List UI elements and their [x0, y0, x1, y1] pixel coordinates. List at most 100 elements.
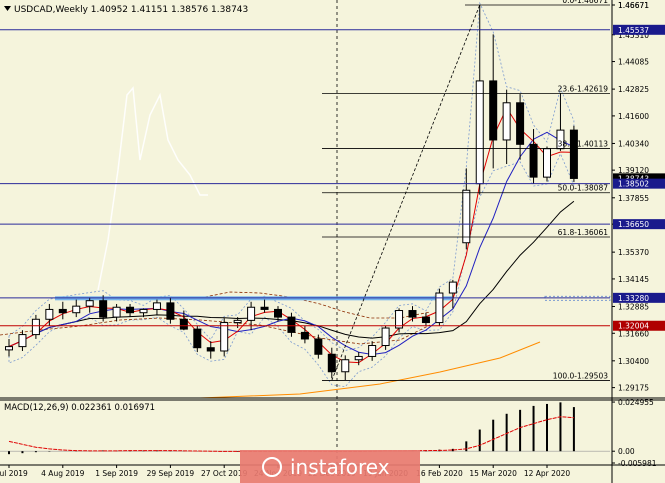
price-tick-label: 1.44085 — [618, 58, 649, 67]
candle-body — [220, 322, 229, 352]
time-tick-label: 16 Feb 2020 — [416, 469, 463, 478]
cloud-band — [8, 1, 575, 388]
candle-body — [139, 308, 148, 314]
price-tick-label: 1.32885 — [618, 302, 649, 311]
candle-body — [327, 353, 336, 373]
candle-body — [112, 306, 121, 318]
candle-body — [435, 292, 444, 324]
watermark-logo-icon — [262, 457, 282, 477]
candle-body — [502, 102, 511, 141]
price-tick-label: 1.46671 — [618, 1, 649, 10]
candle-body — [421, 316, 430, 324]
candle-body — [341, 359, 350, 373]
candle-body — [354, 355, 363, 361]
price-tick-label: 1.40340 — [618, 139, 649, 148]
candle-body — [126, 306, 135, 314]
candle-body — [166, 302, 175, 320]
price-tag-bg — [613, 173, 665, 184]
candle-body — [18, 334, 27, 348]
price-tag-label: 1.45537 — [618, 26, 649, 35]
fib-label-4: 61.8-1.36061 — [558, 228, 609, 237]
macd-tick-label: 0.00 — [618, 447, 635, 456]
price-tag-label: 1.38502 — [618, 180, 649, 189]
price-tag-label: 1.46671 — [618, 1, 649, 10]
price-tag-bg — [613, 219, 665, 230]
envelope-upper — [199, 291, 431, 319]
watermark-text: instaforex — [290, 455, 390, 479]
price-tick-label: 1.35370 — [618, 248, 649, 257]
macd-caption: MACD(12,26,9) 0.022361 0.016971 — [4, 403, 155, 413]
candles — [5, 5, 578, 381]
candle-body — [260, 306, 269, 310]
candle-body — [45, 308, 54, 320]
price-tick-label: 1.29175 — [618, 384, 649, 393]
candle-body — [99, 300, 108, 318]
macd-header: MACD(12,26,9) 0.022361 0.016971 — [4, 403, 155, 413]
macd-tick-label: 0.024955 — [618, 398, 654, 407]
candle-body — [287, 316, 296, 333]
candle-body — [85, 300, 94, 307]
candle-body — [72, 305, 81, 314]
time-tick-label: 7 Jul 2019 — [0, 469, 28, 478]
candle-body — [274, 308, 282, 318]
symbol-caption: USDCAD,Weekly 1.40952 1.41151 1.38576 1.… — [14, 5, 248, 15]
watermark: instaforex — [240, 450, 420, 483]
envelope-lower — [0, 317, 431, 345]
time-tick-label: 12 Apr 2020 — [524, 469, 571, 478]
candle-body — [5, 346, 13, 351]
candle-body — [516, 102, 525, 145]
candle-body — [368, 345, 377, 357]
fib-trendline — [331, 4, 481, 381]
candle-body — [193, 328, 202, 349]
collapse-triangle-icon[interactable] — [4, 6, 11, 11]
candle-body — [179, 318, 188, 330]
macd-tick-label: -0.005981 — [618, 459, 657, 468]
price-tag-label: 1.32004 — [618, 322, 649, 331]
candle-body — [381, 327, 390, 347]
price-tick-label: 1.37855 — [618, 194, 649, 203]
fib-label-2: 38.2-1.40113 — [558, 139, 609, 148]
time-tick-label: 1 Sep 2019 — [95, 469, 138, 478]
candle-body — [462, 189, 471, 244]
candle-body — [529, 143, 538, 178]
fib-label-1: 23.6-1.42619 — [558, 85, 609, 94]
price-tick-label: 1.34145 — [618, 275, 649, 284]
candle-body — [395, 310, 404, 329]
candle-body — [408, 310, 417, 318]
price-tag-label: 1.36650 — [618, 220, 649, 229]
price-tick-label: 1.31660 — [618, 329, 649, 338]
time-tick-label: 29 Sep 2019 — [147, 469, 195, 478]
candle-body — [152, 302, 161, 310]
candle-body — [569, 129, 578, 179]
candle-body — [475, 80, 484, 185]
price-tick-label: 1.42825 — [618, 85, 649, 94]
price-tick-label: 1.45310 — [618, 31, 649, 40]
time-tick-label: 27 Oct 2019 — [201, 469, 248, 478]
faint-line — [97, 86, 208, 291]
candle-body — [314, 338, 323, 355]
price-tag-bg — [613, 320, 665, 331]
candle-body — [448, 281, 457, 294]
fib-label-0: 0.0-1.46671 — [562, 0, 608, 5]
time-tick-label: 15 Mar 2020 — [469, 469, 517, 478]
header: USDCAD,Weekly 1.40952 1.41151 1.38576 1.… — [4, 5, 248, 15]
price-tick-label: 1.30400 — [618, 357, 649, 366]
candle-body — [233, 319, 242, 324]
fib-label-3: 50.0-1.38087 — [558, 184, 609, 193]
candle-body — [247, 306, 256, 321]
candle-body — [58, 308, 67, 314]
candle-body — [489, 80, 498, 141]
price-tick-label: 1.39120 — [618, 166, 649, 175]
price-tag-bg — [613, 178, 665, 189]
price-tag-label: 1.33280 — [618, 294, 649, 303]
time-tick-label: 4 Aug 2019 — [41, 469, 84, 478]
watermark-banner — [240, 450, 420, 483]
candle-body — [31, 318, 40, 336]
candle-body — [543, 148, 551, 178]
levels: 0.0-1.46671 23.6-1.42619 38.2-1.40113 50.0-… — [0, 0, 610, 381]
price-tag-bg — [613, 24, 665, 35]
fib-label-5: 100.0-1.29503 — [553, 371, 608, 380]
